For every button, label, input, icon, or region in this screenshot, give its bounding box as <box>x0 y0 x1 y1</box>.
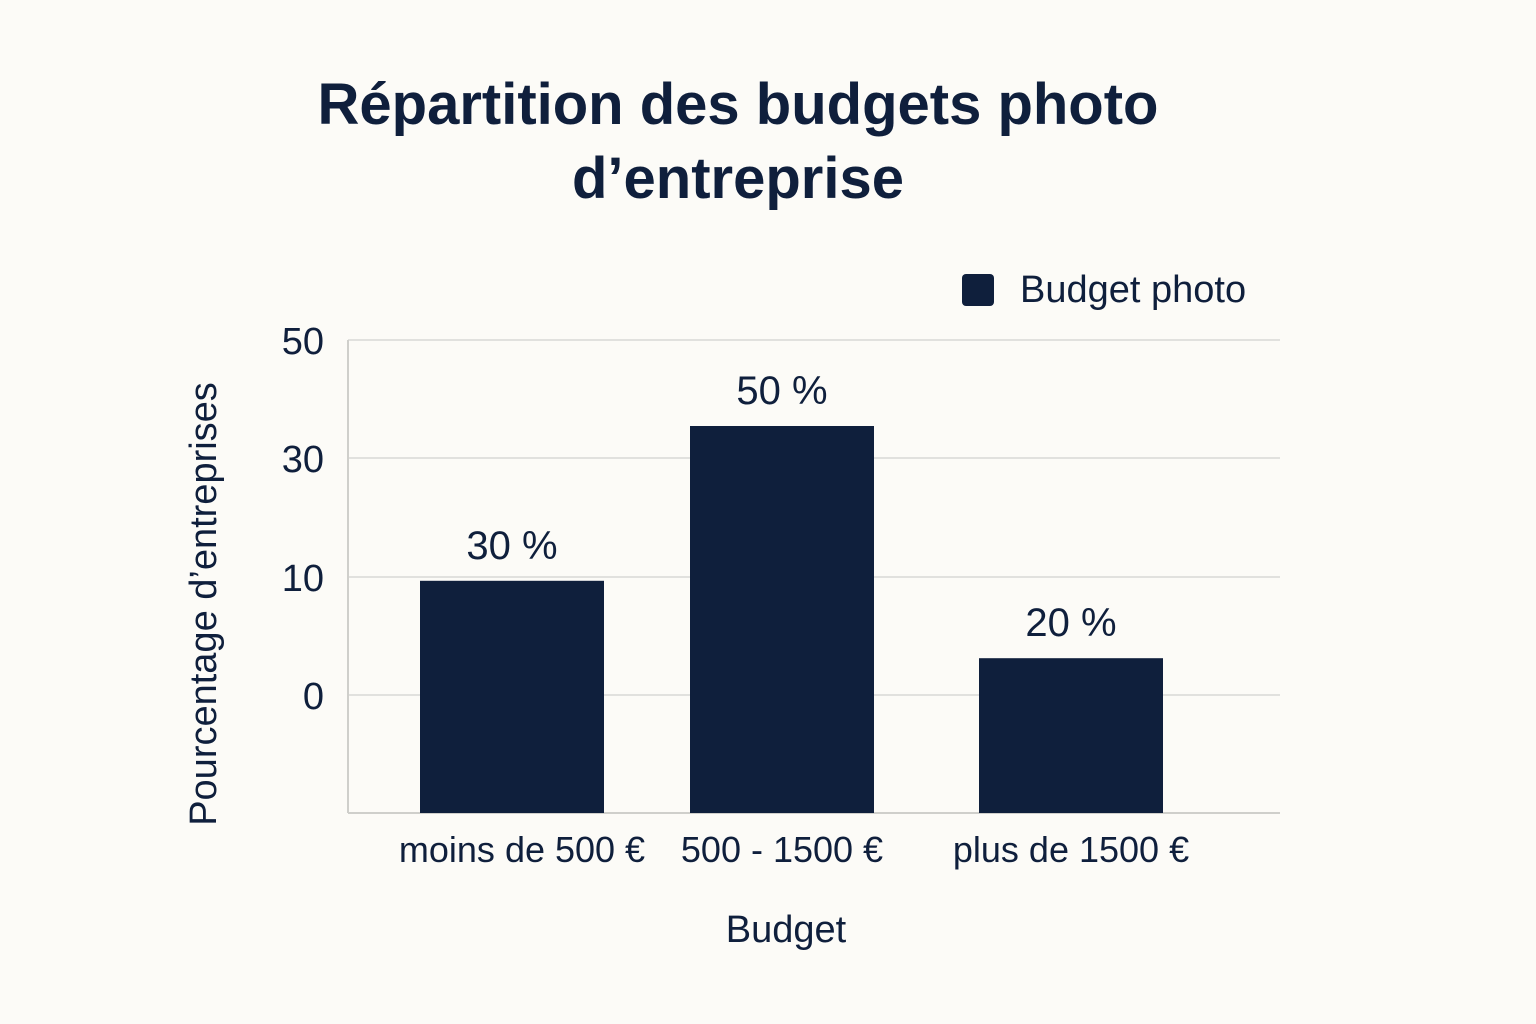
bar-1 <box>420 580 604 813</box>
y-tick-label: 50 <box>282 321 324 363</box>
chart-title: Répartition des budgets photo d’entrepri… <box>0 68 1476 216</box>
bar-3 <box>979 658 1163 813</box>
x-tick-label: moins de 500 € <box>399 829 645 870</box>
y-axis-label: Pourcentage d’entreprises <box>183 382 225 826</box>
bar-value-label: 50 % <box>736 369 827 413</box>
tick-labels: 0 10 30 50 moins de 500 € 500 - 1500 € plus de… <box>282 321 1189 870</box>
y-tick-label: 0 <box>303 676 324 718</box>
x-tick-label: 500 - 1500 € <box>681 829 883 870</box>
bars <box>420 426 1163 813</box>
legend: Budget photo <box>962 269 1246 311</box>
chart-title-line-2: d’entreprise <box>572 146 904 211</box>
chart-title-line-1: Répartition des budgets photo <box>317 72 1159 137</box>
bar-value-label: 20 % <box>1025 601 1116 645</box>
bar-value-label: 30 % <box>466 524 557 568</box>
x-axis-label: Budget <box>726 909 847 951</box>
x-tick-label: plus de 1500 € <box>953 829 1189 870</box>
legend-label: Budget photo <box>1020 269 1246 311</box>
bar-2 <box>690 426 874 813</box>
y-tick-label: 10 <box>282 558 324 600</box>
y-tick-label: 30 <box>282 439 324 481</box>
data-labels: 30 % 50 % 20 % <box>466 369 1116 645</box>
legend-swatch <box>962 274 994 306</box>
